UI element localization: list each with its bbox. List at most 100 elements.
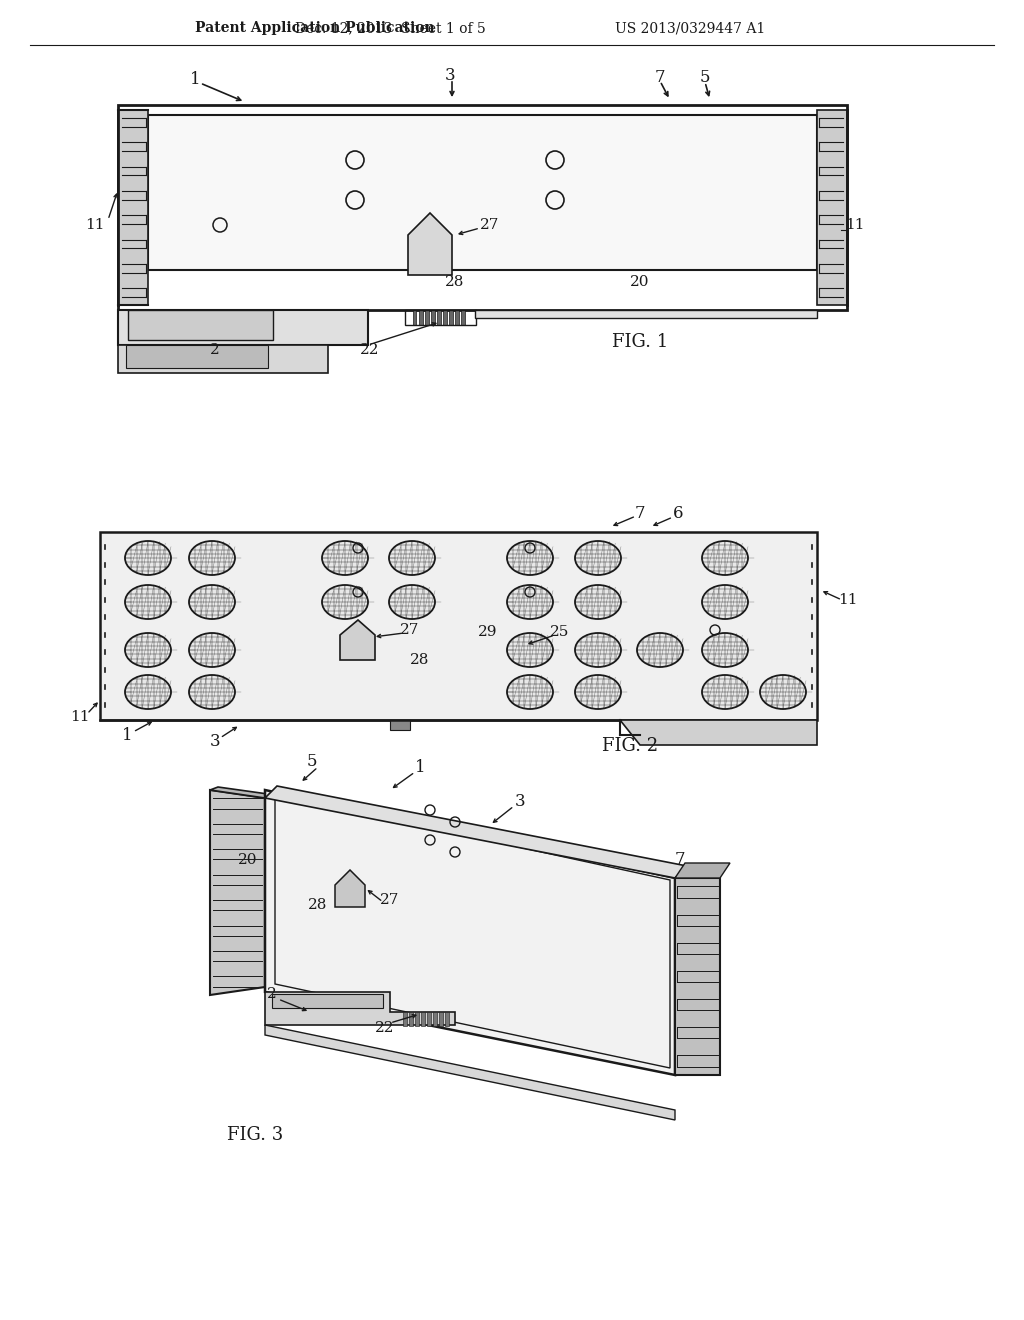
Ellipse shape: [389, 541, 435, 576]
Text: FIG. 3: FIG. 3: [227, 1126, 283, 1144]
Polygon shape: [272, 994, 383, 1008]
Text: 3: 3: [444, 66, 456, 83]
Bar: [445, 1012, 449, 1026]
Polygon shape: [408, 213, 452, 275]
Text: 27: 27: [480, 218, 500, 232]
Text: Dec. 12, 2013  Sheet 1 of 5: Dec. 12, 2013 Sheet 1 of 5: [295, 21, 485, 36]
Bar: [462, 310, 465, 325]
Polygon shape: [148, 115, 817, 271]
Text: 20: 20: [239, 853, 258, 867]
Text: Patent Application Publication: Patent Application Publication: [195, 21, 434, 36]
Text: 27: 27: [400, 623, 420, 638]
Text: 3: 3: [210, 734, 220, 751]
Ellipse shape: [189, 634, 234, 667]
Polygon shape: [210, 789, 265, 995]
Text: 1: 1: [189, 71, 201, 88]
Ellipse shape: [125, 541, 171, 576]
Ellipse shape: [125, 634, 171, 667]
Bar: [390, 719, 410, 730]
Bar: [437, 310, 441, 325]
Polygon shape: [265, 1026, 675, 1119]
Bar: [439, 1012, 443, 1026]
Polygon shape: [118, 310, 368, 345]
Polygon shape: [265, 785, 687, 878]
Ellipse shape: [322, 541, 368, 576]
Ellipse shape: [575, 634, 621, 667]
Ellipse shape: [575, 541, 621, 576]
Polygon shape: [128, 310, 273, 341]
Bar: [415, 1012, 419, 1026]
Text: 7: 7: [635, 504, 645, 521]
Polygon shape: [118, 345, 328, 374]
Text: 27: 27: [380, 894, 399, 907]
Text: US 2013/0329447 A1: US 2013/0329447 A1: [614, 21, 765, 36]
Bar: [419, 310, 423, 325]
Bar: [456, 310, 459, 325]
Polygon shape: [100, 532, 817, 719]
Ellipse shape: [507, 541, 553, 576]
Polygon shape: [475, 310, 817, 318]
Polygon shape: [340, 620, 375, 660]
Ellipse shape: [702, 675, 748, 709]
Bar: [403, 1012, 407, 1026]
Polygon shape: [210, 787, 275, 799]
Ellipse shape: [507, 675, 553, 709]
Ellipse shape: [389, 585, 435, 619]
Bar: [450, 310, 454, 325]
Text: FIG. 1: FIG. 1: [612, 333, 668, 351]
Text: 2: 2: [267, 987, 276, 1001]
Text: FIG. 2: FIG. 2: [602, 737, 658, 755]
Text: 6: 6: [673, 504, 683, 521]
Text: 3: 3: [515, 793, 525, 810]
Text: 11: 11: [71, 710, 90, 723]
Polygon shape: [265, 789, 675, 1074]
Ellipse shape: [702, 541, 748, 576]
Polygon shape: [675, 863, 730, 878]
Ellipse shape: [189, 541, 234, 576]
Ellipse shape: [702, 585, 748, 619]
Ellipse shape: [322, 585, 368, 619]
Bar: [427, 1012, 431, 1026]
Polygon shape: [118, 110, 148, 305]
Bar: [413, 310, 417, 325]
Ellipse shape: [637, 634, 683, 667]
Polygon shape: [675, 878, 720, 1074]
Ellipse shape: [507, 634, 553, 667]
Text: 20: 20: [630, 275, 650, 289]
Text: 25: 25: [550, 624, 569, 639]
Ellipse shape: [760, 675, 806, 709]
Bar: [443, 310, 447, 325]
Bar: [433, 1012, 437, 1026]
Ellipse shape: [702, 634, 748, 667]
Ellipse shape: [189, 675, 234, 709]
Text: 7: 7: [675, 851, 685, 869]
Text: 22: 22: [360, 343, 380, 356]
Polygon shape: [265, 993, 455, 1026]
Polygon shape: [126, 345, 268, 368]
Ellipse shape: [507, 585, 553, 619]
Ellipse shape: [189, 585, 234, 619]
Text: 1: 1: [415, 759, 425, 776]
Text: 29: 29: [478, 624, 498, 639]
Ellipse shape: [125, 675, 171, 709]
Ellipse shape: [125, 585, 171, 619]
Text: 28: 28: [308, 898, 328, 912]
Bar: [409, 1012, 413, 1026]
Ellipse shape: [575, 675, 621, 709]
Ellipse shape: [575, 585, 621, 619]
Bar: [421, 1012, 425, 1026]
Text: 11: 11: [845, 218, 864, 232]
Text: 5: 5: [307, 754, 317, 771]
Text: 28: 28: [445, 275, 465, 289]
Text: 1: 1: [122, 727, 132, 744]
Bar: [425, 310, 429, 325]
Polygon shape: [335, 870, 365, 907]
Text: 5: 5: [699, 70, 711, 87]
Text: 28: 28: [411, 653, 430, 667]
Bar: [431, 310, 435, 325]
Polygon shape: [817, 110, 847, 305]
Text: 11: 11: [85, 218, 104, 232]
Text: 22: 22: [375, 1020, 394, 1035]
Text: 11: 11: [839, 593, 858, 607]
Polygon shape: [620, 719, 817, 744]
